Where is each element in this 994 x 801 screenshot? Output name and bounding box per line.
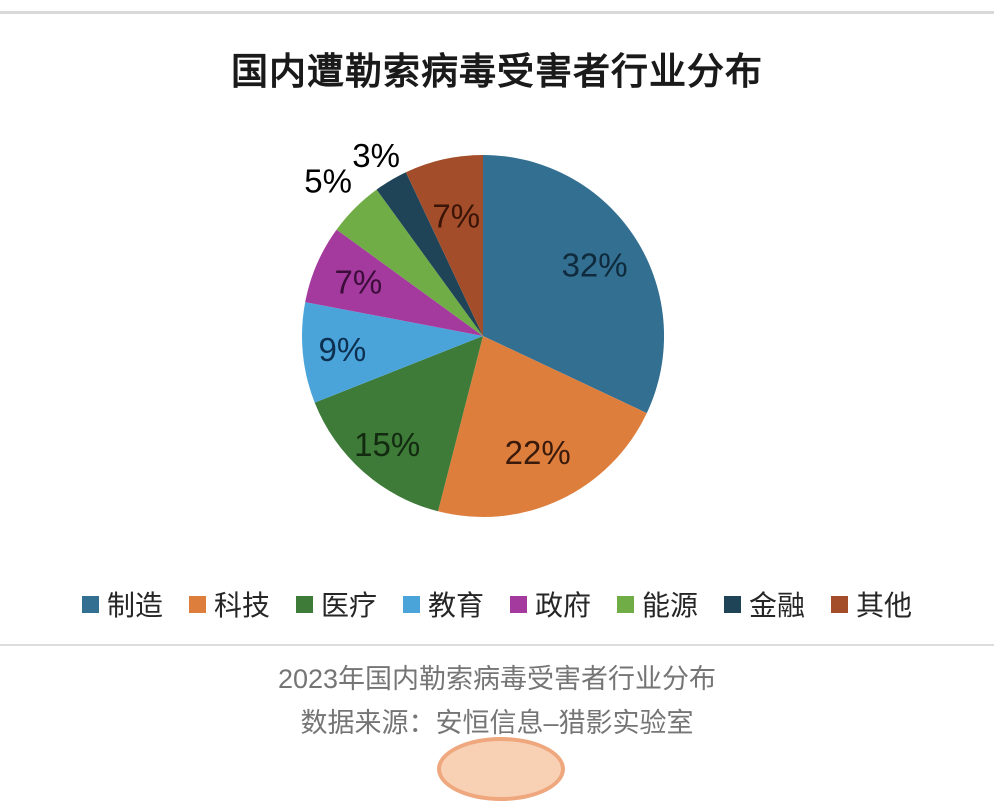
legend-item-government: 政府 <box>510 584 591 624</box>
legend-label-technology: 科技 <box>213 590 270 621</box>
pie-slice-healthcare <box>314 336 483 512</box>
pie-label-energy: 5% <box>304 163 352 200</box>
pie-slice-finance <box>376 172 483 336</box>
legend-item-healthcare: 医疗 <box>295 584 377 624</box>
legend-swatch-technology <box>188 595 206 613</box>
legend-label-healthcare: 医疗 <box>320 590 377 621</box>
legend-swatch-finance <box>724 595 742 613</box>
pie-slice-other <box>405 154 483 336</box>
legend-label-manufacturing: 制造 <box>106 590 163 621</box>
pie-label-healthcare: 15% <box>354 426 420 463</box>
legend-item-finance: 金融 <box>724 584 805 624</box>
legend-item-manufacturing: 制造 <box>81 584 163 624</box>
pie-label-other: 7% <box>432 197 480 234</box>
pie-label-education: 9% <box>319 331 367 368</box>
legend: 制造 科技 医疗 教育 政府 能源 金融 其他 <box>0 584 994 624</box>
legend-swatch-government <box>510 595 527 613</box>
top-divider <box>0 11 994 14</box>
caption-source: 数据来源：安恒信息–猎影实验室 <box>300 708 694 738</box>
legend-swatch-manufacturing <box>81 595 99 613</box>
pie-chart: 32% 22% 15% 9% 7% 5%3% 7% <box>301 137 665 517</box>
pie-slice-education <box>301 302 483 403</box>
pie-slice-technology <box>438 336 647 517</box>
legend-swatch-healthcare <box>295 595 313 613</box>
legend-label-other: 其他 <box>856 590 913 621</box>
legend-item-technology: 科技 <box>188 584 270 624</box>
legend-item-energy: 能源 <box>617 584 698 624</box>
legend-swatch-energy <box>617 595 635 613</box>
caption-divider <box>0 644 994 646</box>
pie-slice-manufacturing <box>483 154 665 414</box>
legend-swatch-education <box>402 595 420 613</box>
legend-label-energy: 能源 <box>642 590 699 621</box>
legend-label-government: 政府 <box>535 590 592 621</box>
legend-label-education: 教育 <box>427 590 484 621</box>
pie-label-government: 7% <box>335 264 383 301</box>
pie-label-finance: 3% <box>352 137 400 174</box>
legend-item-education: 教育 <box>402 584 484 624</box>
pie-label-manufacturing: 32% <box>562 247 628 284</box>
chart-title: 国内遭勒索病毒受害者行业分布 <box>231 51 763 92</box>
legend-item-other: 其他 <box>831 584 912 624</box>
pie-slice-energy <box>336 189 483 336</box>
pie-label-technology: 22% <box>505 434 571 471</box>
legend-swatch-other <box>831 595 849 613</box>
legend-label-finance: 金融 <box>749 590 806 621</box>
pie-slice-government <box>305 229 483 336</box>
caption-title: 2023年国内勒索病毒受害者行业分布 <box>277 664 717 694</box>
